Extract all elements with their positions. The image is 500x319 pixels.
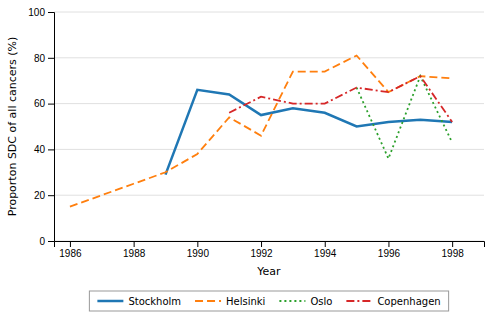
y-tick-mark [48, 58, 54, 59]
y-tick: 0 [39, 236, 54, 247]
grid-line [54, 149, 484, 150]
x-tick: 1996 [378, 241, 401, 259]
lines [70, 56, 452, 207]
series-line [70, 56, 452, 207]
y-tick-label: 60 [34, 98, 46, 109]
x-tick-mark [134, 241, 135, 247]
y-tick: 20 [34, 190, 54, 201]
grid [54, 12, 484, 241]
legend-swatch [97, 300, 123, 303]
grid-line [54, 195, 484, 196]
y-tick: 80 [34, 53, 54, 64]
x-tick-label: 1986 [59, 248, 82, 259]
legend-label: Oslo [310, 296, 332, 307]
legend-item: Stockholm [97, 296, 181, 307]
legend-item: Helsinki [195, 296, 265, 307]
y-tick-label: 20 [34, 190, 46, 201]
x-tick-label: 1998 [442, 248, 465, 259]
x-tick-mark [388, 241, 389, 247]
x-tick: 1986 [59, 241, 82, 259]
series-line [357, 76, 453, 158]
y-tick-mark [48, 104, 54, 105]
y-tick: 40 [34, 144, 54, 155]
x-tick: 1990 [187, 241, 210, 259]
x-tick-label: 1994 [314, 248, 337, 259]
legend-label: Helsinki [226, 296, 265, 307]
grid-line [54, 103, 484, 104]
x-tick-label: 1996 [378, 248, 401, 259]
x-axis-title: Year [256, 265, 281, 278]
y-tick-mark [48, 149, 54, 150]
x-tick-label: 1992 [250, 248, 273, 259]
x-tick-mark [452, 241, 453, 247]
y-tick-mark [48, 241, 54, 242]
x-tick-label: 1988 [123, 248, 146, 259]
legend-swatch [195, 300, 221, 302]
legend-label: Copenhagen [377, 296, 440, 307]
x-tick-mark [70, 241, 71, 247]
legend-item: Copenhagen [346, 296, 440, 307]
legend: Stockholm Helsinki Oslo Copenhagen [89, 291, 448, 311]
x-tick: 1998 [442, 241, 465, 259]
plot: 1986 1988 1990 1992 1994 1996 1998 0 20 40 60 80 100… [6, 7, 485, 278]
x-tick: 1988 [123, 241, 146, 259]
legend-swatch [279, 300, 305, 302]
y-tick-mark [48, 12, 54, 13]
legend-swatch [346, 300, 372, 302]
x-tick: 1994 [314, 241, 337, 259]
y-axis: 0 20 40 60 80 100 [28, 7, 54, 247]
legend-item: Oslo [279, 296, 332, 307]
x-tick-label: 1990 [187, 248, 210, 259]
x-axis-line [55, 242, 485, 248]
y-tick-label: 0 [39, 236, 45, 247]
y-tick-label: 40 [34, 144, 46, 155]
grid-line [54, 12, 484, 13]
y-tick: 100 [28, 7, 54, 18]
y-axis-title: Proporton SDC of all cancers (%) [6, 37, 19, 217]
x-axis: 1986 1988 1990 1992 1994 1996 1998 [55, 241, 485, 259]
legend-label: Stockholm [128, 296, 181, 307]
y-tick-mark [48, 195, 54, 196]
grid-line [54, 57, 484, 58]
y-tick: 60 [34, 98, 54, 109]
y-tick-label: 80 [34, 53, 46, 64]
x-tick-mark [197, 241, 198, 247]
legend-frame [89, 291, 448, 311]
x-tick: 1992 [250, 241, 273, 259]
series-line [229, 76, 452, 122]
x-tick-mark [261, 241, 262, 247]
x-tick-mark [325, 241, 326, 247]
series-line [165, 90, 452, 175]
chart: 1986 1988 1990 1992 1994 1996 1998 0 20 40 60 80 100… [0, 0, 500, 319]
y-axis-line [48, 13, 55, 242]
y-tick-label: 100 [28, 7, 45, 18]
